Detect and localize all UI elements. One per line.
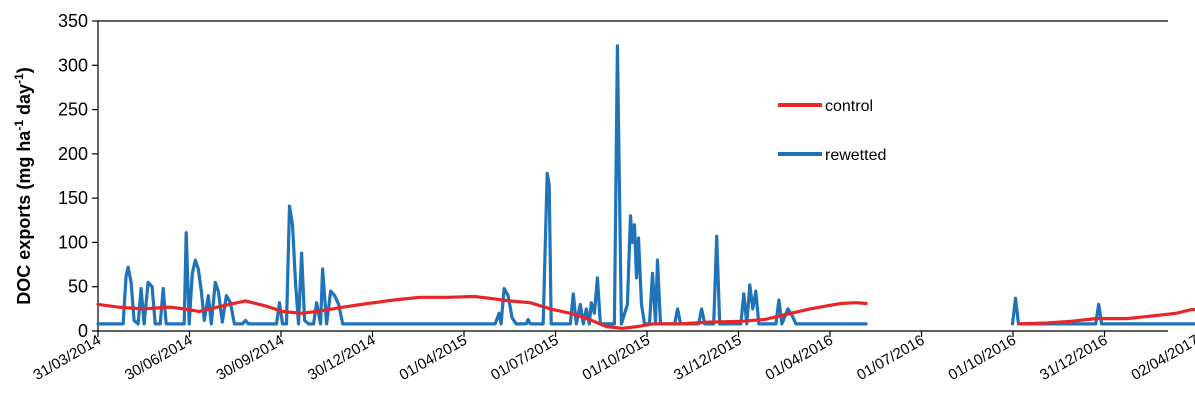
x-tick-label: 01/07/2016 [854, 332, 928, 384]
x-tick-label: 01/04/2015 [396, 332, 470, 384]
y-tick-label: 200 [58, 144, 88, 164]
x-tick-label: 01/07/2015 [488, 332, 562, 384]
x-tick-label: 31/12/2015 [671, 332, 745, 384]
x-tick-label: 30/12/2014 [305, 332, 379, 384]
series-line-control-segment-2 [1017, 307, 1195, 326]
x-axis: 31/03/2014 30/06/2014 30/09/2014 30/12/2014… [30, 330, 1195, 384]
series-line-rewetted-segment-2 [1010, 296, 1195, 326]
x-tick-label: 30/09/2014 [213, 332, 287, 384]
legend-label-control: control [825, 98, 873, 115]
y-axis: 0 50 100 150 200 250 300 350 [58, 11, 1168, 341]
y-tick-label: 350 [58, 11, 88, 31]
series-layer [96, 44, 1195, 330]
series-line-rewetted-segment-1 [96, 44, 868, 326]
x-tick-label: 01/10/2015 [579, 332, 653, 384]
y-tick-label: 0 [78, 321, 88, 341]
y-axis-label: DOC exports (mg ha-1 day-1) [12, 67, 34, 304]
x-tick-label: 31/12/2016 [1037, 332, 1111, 384]
series-line-control-segment-1 [96, 294, 868, 330]
y-tick-label: 50 [68, 277, 88, 297]
x-tick-label: 01/04/2016 [762, 332, 836, 384]
y-tick-label: 300 [58, 55, 88, 75]
y-tick-label: 100 [58, 232, 88, 252]
x-tick-label: 01/10/2016 [945, 332, 1019, 384]
x-tick-label: 31/03/2014 [30, 332, 104, 384]
legend: control rewetted [778, 98, 886, 164]
x-tick-label: 02/04/2017 [1128, 332, 1195, 384]
y-tick-label: 150 [58, 188, 88, 208]
legend-label-rewetted: rewetted [825, 147, 886, 164]
x-tick-label: 30/06/2014 [122, 332, 196, 384]
y-tick-label: 250 [58, 100, 88, 120]
